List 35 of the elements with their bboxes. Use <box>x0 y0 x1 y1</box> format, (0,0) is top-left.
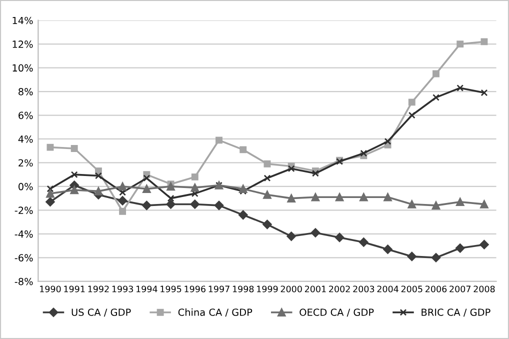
y-tick-label: 2% <box>18 159 33 167</box>
x-tick-label: 1997 <box>208 286 230 292</box>
y-tick-label: 14% <box>12 16 33 24</box>
x-tick-label: 2006 <box>426 286 447 292</box>
x-tick-label: 1999 <box>257 286 278 292</box>
x-tick-label: 1993 <box>112 286 133 292</box>
y-tick-label: 4% <box>18 135 33 143</box>
x-tick-label: 1992 <box>88 286 109 292</box>
x-tick-label: 1996 <box>184 286 206 292</box>
x-tick-label: 1994 <box>136 286 158 292</box>
y-tick-label: -2% <box>14 206 33 214</box>
x-tick-label: 2004 <box>377 286 398 292</box>
legend-label: OECD CA / GDP <box>300 308 374 317</box>
legend-label: US CA / GDP <box>72 308 131 317</box>
x-tick-label: 2008 <box>474 286 495 292</box>
x-tick-label: 2003 <box>353 286 374 292</box>
y-tick-label: 10% <box>12 64 33 72</box>
x-tick-label: 1991 <box>64 286 85 292</box>
x-tick-label: 2002 <box>329 286 350 292</box>
x-tick-label: 1998 <box>232 286 254 292</box>
x-tick-label: 1990 <box>40 286 61 292</box>
x-tick-label: 2000 <box>280 286 302 292</box>
y-tick-label: 0% <box>18 182 33 190</box>
x-tick-label: 1995 <box>160 286 182 292</box>
y-tick-label: 12% <box>12 40 33 48</box>
y-tick-label: -4% <box>14 230 33 238</box>
x-tick-label: 2001 <box>304 286 326 292</box>
y-tick-label: -6% <box>14 254 33 262</box>
y-tick-label: 8% <box>18 88 33 96</box>
legend-label: China CA / GDP <box>178 308 252 317</box>
y-tick-label: -8% <box>14 278 33 286</box>
x-tick-label: 2005 <box>401 286 422 292</box>
legend-label: BRIC CA / GDP <box>422 308 490 317</box>
x-tick-label: 2007 <box>450 286 470 292</box>
y-tick-label: 6% <box>18 112 33 120</box>
